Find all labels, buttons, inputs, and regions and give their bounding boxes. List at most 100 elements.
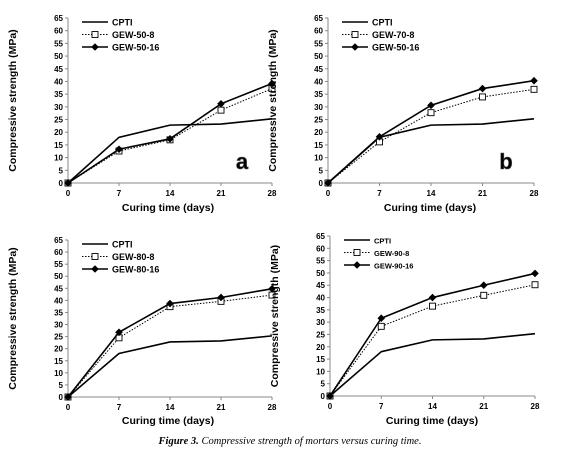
y-tick-label: 65 [316, 232, 325, 241]
legend-label: GEW-90-8 [374, 249, 409, 258]
legend-label: CPTI [112, 240, 133, 250]
x-tick-label: 0 [66, 403, 71, 412]
y-tick-label: 0 [59, 179, 64, 188]
legend-label: GEW-80-8 [112, 252, 154, 262]
caption-text: Compressive strength of mortars versus c… [201, 436, 422, 447]
legend-marker-square [91, 253, 99, 260]
legend-label: CPTI [372, 18, 393, 28]
x-axis-title: Curing time (days) [122, 415, 214, 427]
series-line-gew-70-8 [327, 88, 535, 184]
data-point-diamond [428, 293, 437, 302]
chart-panel-4: 0 5 10 15 20 25 30 35 40 45 50 55 60 65 0 7 14 21 28 Curing… [269, 232, 540, 427]
x-tick-label: 28 [268, 189, 277, 198]
series-line-gew-80-8 [67, 294, 273, 398]
x-tick-label: 28 [531, 402, 540, 411]
y-tick-label: 15 [316, 355, 325, 364]
x-tick-label: 21 [217, 189, 226, 198]
chart-panel-3: 0 5 10 15 20 25 30 35 40 45 50 55 60 65 0 7 14 21 28 Curing… [7, 236, 277, 427]
x-tick-label: 28 [268, 403, 277, 412]
y-tick-label: 25 [54, 116, 63, 125]
x-tick-label: 21 [217, 403, 226, 412]
chart-panel-2: 0 5 10 15 20 25 30 35 40 45 50 55 60 65 0 7 14 21 28 Curing… [267, 14, 539, 214]
y-tick-label: 15 [314, 141, 323, 150]
y-tick-label: 5 [59, 166, 64, 175]
data-point-square [429, 302, 436, 310]
x-tick-label: 7 [117, 189, 122, 198]
x-tick-label: 28 [530, 189, 539, 198]
y-tick-label: 45 [314, 65, 323, 74]
y-tick-label: 55 [314, 39, 323, 48]
y-tick-label: 15 [54, 357, 63, 366]
data-point-square [217, 106, 225, 114]
y-axis-title: Compressive strength (MPa) [7, 29, 19, 171]
data-point-square [427, 109, 435, 117]
y-tick-label: 50 [54, 272, 63, 281]
data-point-diamond [427, 101, 435, 110]
y-tick-label: 25 [316, 330, 325, 339]
data-point-diamond [531, 269, 539, 278]
data-point-square [530, 85, 538, 93]
y-tick-label: 40 [54, 77, 63, 86]
legend-label: CPTI [112, 18, 133, 28]
data-point-square [480, 291, 488, 299]
data-point-diamond [115, 328, 123, 337]
panel-letter: a [236, 149, 249, 174]
series-line-gew-90-16 [329, 272, 536, 397]
y-tick-label: 20 [314, 128, 323, 137]
y-tick-label: 55 [54, 39, 63, 48]
x-tick-label: 14 [166, 189, 175, 198]
x-tick-label: 0 [326, 189, 331, 198]
y-tick-label: 65 [54, 14, 63, 23]
x-tick-label: 21 [479, 402, 488, 411]
data-point-diamond [478, 84, 487, 93]
legend-marker-diamond [91, 43, 99, 51]
data-point-diamond [217, 100, 225, 108]
data-point-diamond [166, 135, 174, 143]
series-line-cpti [329, 332, 536, 397]
y-tick-label: 55 [316, 257, 325, 266]
legend-marker-diamond [91, 265, 99, 273]
y-tick-label: 65 [54, 236, 63, 245]
y-tick-label: 50 [54, 52, 63, 61]
x-tick-label: 14 [427, 189, 436, 198]
y-tick-label: 40 [316, 294, 325, 303]
y-tick-label: 5 [321, 380, 326, 389]
data-point-diamond [268, 284, 276, 293]
x-tick-label: 7 [379, 402, 384, 411]
data-point-diamond [377, 314, 386, 323]
data-point-diamond [166, 299, 174, 308]
x-tick-label: 7 [377, 189, 382, 198]
x-tick-label: 21 [478, 189, 487, 198]
legend-label: GEW-90-16 [374, 262, 413, 271]
legend-marker-square [351, 31, 359, 38]
data-point-diamond [64, 393, 72, 401]
y-tick-label: 60 [54, 27, 63, 36]
x-tick-label: 7 [117, 403, 122, 412]
data-point-diamond [479, 281, 488, 290]
y-tick-label: 5 [319, 166, 324, 175]
y-tick-label: 55 [54, 260, 63, 269]
legend-label: GEW-70-8 [372, 30, 414, 40]
chart-panel-1: 0 5 10 15 20 25 30 35 40 45 50 55 60 65 0 7 14 21 28 Curing… [7, 14, 277, 214]
data-point-square [531, 281, 539, 289]
legend-label: GEW-80-16 [112, 265, 159, 275]
x-tick-label: 14 [166, 403, 175, 412]
y-tick-label: 60 [314, 27, 323, 36]
y-tick-label: 5 [59, 381, 64, 390]
y-tick-label: 35 [316, 306, 325, 315]
y-tick-label: 60 [54, 248, 63, 257]
y-tick-label: 0 [321, 392, 326, 401]
legend-label: GEW-50-16 [112, 43, 159, 53]
y-tick-label: 20 [54, 128, 63, 137]
caption-label: Figure 3. [158, 436, 199, 447]
y-tick-label: 10 [54, 369, 63, 378]
panel-letter: b [499, 149, 512, 174]
legend-marker-square [91, 31, 99, 38]
y-tick-label: 45 [316, 281, 325, 290]
y-tick-label: 45 [54, 65, 63, 74]
data-point-diamond [217, 293, 225, 302]
series-line-cpti [67, 117, 273, 184]
y-tick-label: 45 [54, 284, 63, 293]
legend-label: GEW-50-8 [112, 30, 154, 40]
